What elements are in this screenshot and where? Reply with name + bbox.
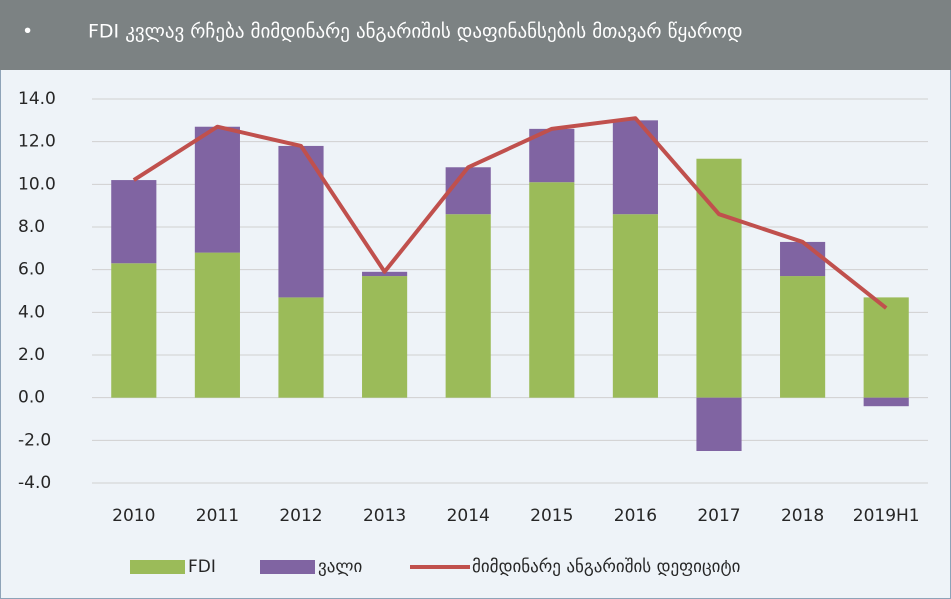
header	[0, 0, 951, 70]
x-tick-label: 2011	[196, 506, 239, 526]
x-tick-label: 2018	[781, 506, 824, 526]
x-tick-label: 2014	[447, 506, 490, 526]
x-tick-label: 2010	[112, 506, 155, 526]
bar	[194, 126, 240, 253]
y-tick-label: -4.0	[18, 473, 51, 493]
legend-swatch	[260, 560, 315, 574]
bar	[780, 241, 826, 277]
chart-title: FDI კვლავ რჩება მიმდინარე ანგარიშის დაფი…	[88, 21, 742, 43]
bar	[111, 263, 157, 398]
line	[132, 116, 888, 310]
bullet: •	[22, 21, 33, 43]
x-tick-label: 2017	[697, 506, 740, 526]
bar	[445, 167, 491, 215]
bar	[612, 214, 658, 398]
bar	[863, 297, 909, 398]
y-tick-label: 14.0	[18, 89, 56, 109]
bar	[863, 397, 909, 407]
bar	[362, 271, 408, 277]
legend-label: მიმდინარე ანგარიშის დეფიციტი	[472, 557, 740, 577]
y-tick-label: 6.0	[18, 260, 45, 280]
y-tick-label: 12.0	[18, 132, 56, 152]
bar	[696, 397, 742, 451]
x-tick-label: 2012	[279, 506, 322, 526]
bar	[529, 182, 575, 398]
legend-label: ვალი	[318, 557, 362, 577]
y-tick-label: 8.0	[18, 217, 45, 237]
legend-label: FDI	[188, 557, 216, 577]
y-tick-label: 4.0	[18, 302, 45, 322]
y-tick-label: 0.0	[18, 388, 45, 408]
bar	[194, 252, 240, 398]
y-tick-label: -2.0	[18, 430, 51, 450]
bar	[362, 276, 408, 398]
bar	[445, 214, 491, 398]
y-tick-label: 10.0	[18, 174, 56, 194]
legend-swatch	[130, 560, 185, 574]
x-tick-label: 2013	[363, 506, 406, 526]
y-tick-label: 2.0	[18, 345, 45, 365]
bar	[278, 297, 324, 398]
bar	[111, 180, 157, 264]
x-tick-label: 2015	[530, 506, 573, 526]
x-tick-label: 2019H1	[853, 506, 920, 526]
x-tick-label: 2016	[614, 506, 657, 526]
bar	[780, 276, 826, 398]
